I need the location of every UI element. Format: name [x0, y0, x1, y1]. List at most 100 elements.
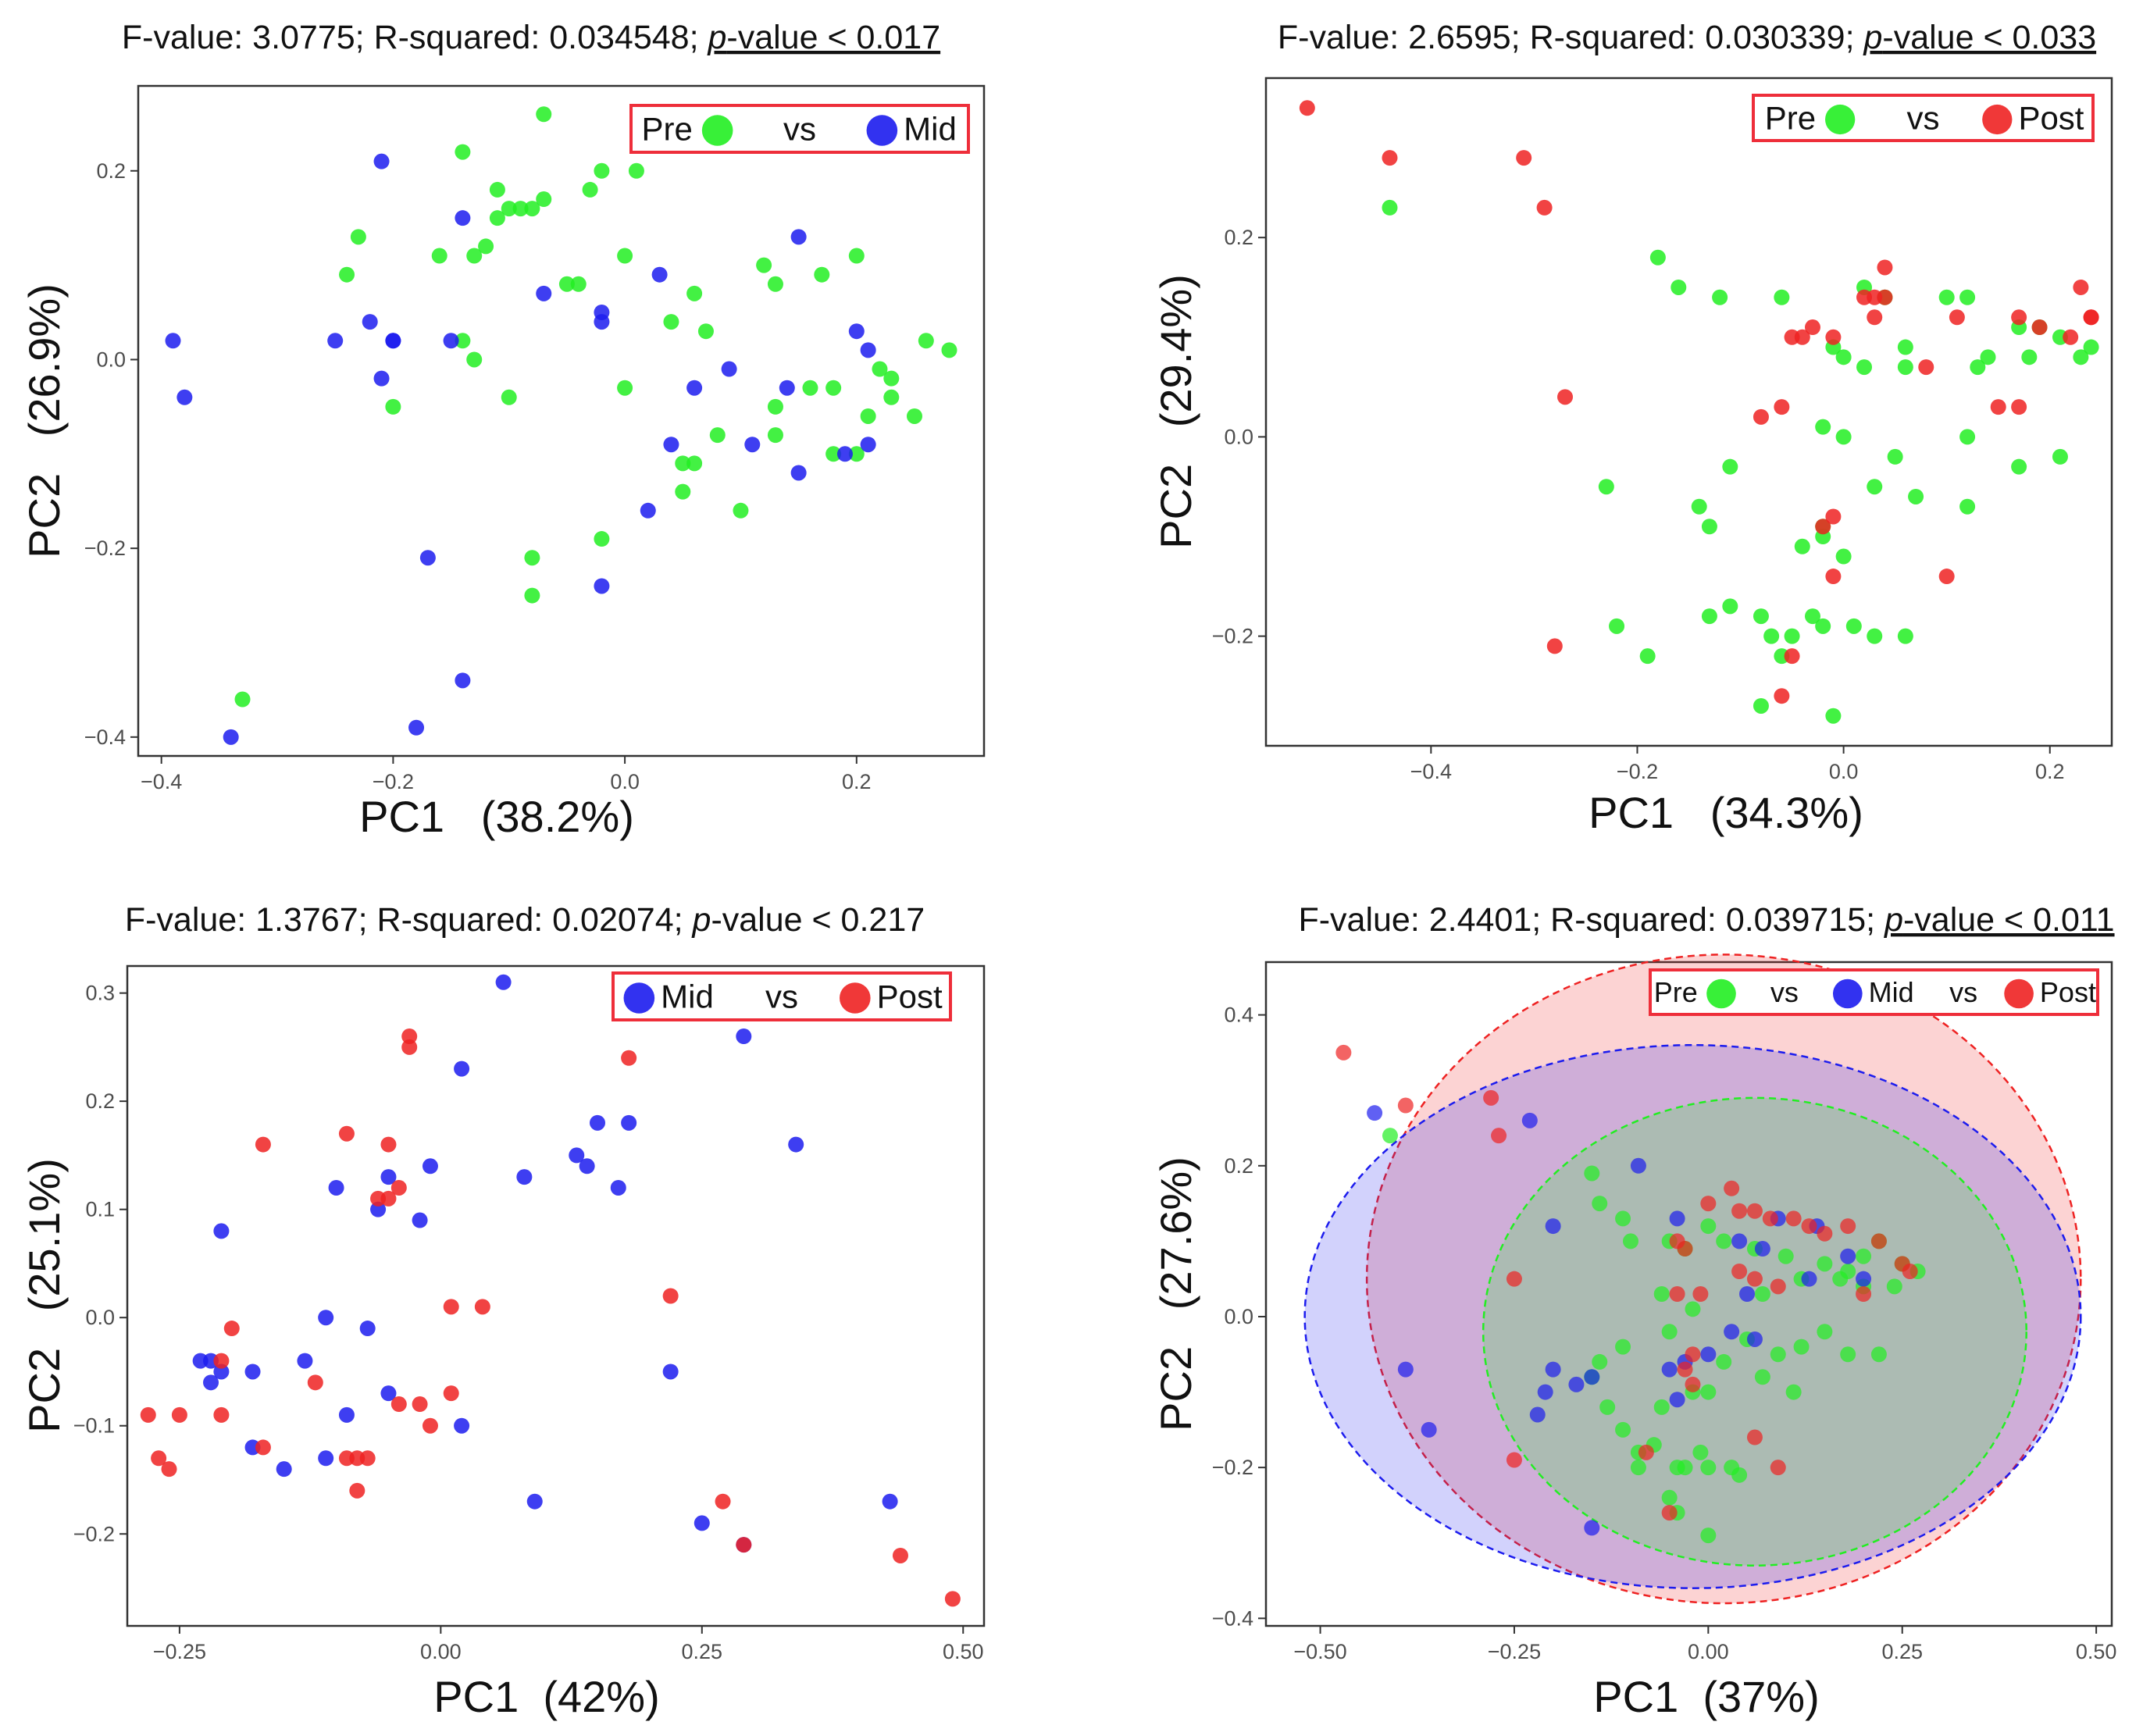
point-pre: [1835, 349, 1852, 365]
point-post: [2031, 319, 2048, 336]
points-layer: [1299, 100, 2099, 724]
title-p-rest: -value < 0.217: [711, 901, 925, 939]
x-tick-label: −0.25: [1488, 1640, 1541, 1663]
point-pre: [570, 276, 587, 292]
x-tick-label: −0.4: [141, 770, 182, 793]
point-pre: [1867, 628, 1883, 644]
point-post: [1815, 519, 1831, 535]
point-pre: [339, 266, 355, 283]
x-tick-label: 0.0: [610, 770, 640, 793]
point-pre: [1959, 289, 1976, 305]
point-post: [1397, 1097, 1414, 1114]
point-mid: [663, 437, 679, 453]
y-axis-label: PC2 (25.1%): [20, 1158, 69, 1433]
point-mid: [419, 550, 436, 566]
point-pre: [617, 248, 633, 264]
point-mid: [779, 380, 795, 396]
point-pre: [558, 276, 575, 292]
point-pre: [1870, 1346, 1887, 1363]
point-pre: [1817, 1256, 1833, 1272]
point-post: [1801, 1218, 1817, 1235]
point-post: [1918, 359, 1934, 376]
point-pre: [489, 181, 505, 198]
plot-frame: [1264, 961, 2113, 1627]
point-mid: [721, 361, 737, 377]
point-post: [1840, 1218, 1856, 1235]
point-post: [1638, 1444, 1654, 1460]
x-tick-label: 0.25: [1881, 1640, 1923, 1663]
point-pre: [918, 333, 934, 349]
legend-marker-mid: [623, 982, 655, 1014]
point-post: [380, 1136, 397, 1153]
point-post: [1731, 1264, 1748, 1280]
point-mid: [359, 1321, 376, 1337]
point-mid: [1584, 1369, 1600, 1385]
point-pre: [883, 389, 900, 405]
point-post: [307, 1374, 323, 1391]
point-pre: [350, 229, 366, 245]
point-pre: [1774, 289, 1790, 305]
point-pre: [1712, 289, 1728, 305]
point-mid: [1731, 1233, 1748, 1249]
point-pre: [825, 380, 842, 396]
point-mid: [686, 380, 703, 396]
point-mid: [1545, 1361, 1561, 1378]
legend-marker-pre: [1825, 104, 1856, 135]
point-post: [1669, 1286, 1685, 1302]
point-pre: [1970, 359, 1986, 376]
point-post: [401, 1039, 418, 1055]
point-pre: [2021, 349, 2038, 365]
point-mid: [177, 389, 193, 405]
point-mid: [640, 502, 656, 519]
point-pre: [512, 201, 529, 217]
point-pre: [1753, 608, 1769, 625]
y-axis-label: PC2 (27.6%): [1151, 1157, 1200, 1431]
point-pre: [536, 191, 552, 208]
points-layer: [165, 106, 957, 745]
point-pre: [1598, 479, 1614, 495]
points-layer: [1335, 1044, 1926, 1544]
point-mid: [651, 266, 668, 283]
point-pre: [1959, 429, 1976, 445]
point-pre: [802, 380, 818, 396]
point-pre: [814, 266, 830, 283]
point-post: [1724, 1180, 1740, 1196]
point-pre: [524, 201, 540, 217]
point-pre: [1671, 279, 1687, 295]
y-tick-label: −0.2: [1212, 1456, 1253, 1479]
point-post: [1877, 289, 1893, 305]
point-mid: [380, 1169, 397, 1185]
point-post: [401, 1028, 418, 1045]
chart-title: F-value: 3.0775; R-squared: 0.034548; p-…: [122, 19, 940, 56]
point-mid: [1856, 1271, 1872, 1287]
point-pre: [1630, 1460, 1646, 1476]
point-mid: [1724, 1324, 1740, 1340]
y-axis-label: PC2 (26.9%): [20, 283, 69, 558]
point-mid: [327, 333, 344, 349]
point-pre: [582, 181, 598, 198]
y-tick-label: 0.0: [1224, 425, 1253, 448]
point-mid: [882, 1493, 898, 1510]
legend-label-mid: Mid: [904, 111, 957, 148]
point-mid: [362, 314, 378, 330]
point-post: [1770, 1278, 1786, 1295]
point-pre: [1716, 1353, 1732, 1370]
point-post: [1506, 1452, 1522, 1468]
point-pre: [1897, 339, 1913, 355]
point-pre: [1845, 618, 1862, 634]
point-post: [1784, 648, 1800, 665]
point-mid: [455, 672, 471, 689]
point-pre: [1691, 498, 1707, 515]
title-prefix: F-value: 2.4401; R-squared: 0.039715;: [1298, 901, 1884, 939]
point-pre: [1763, 628, 1780, 644]
point-pre: [663, 314, 679, 330]
x-axis-label: PC1 (34.3%): [1589, 788, 1863, 837]
legend-separator: vs: [1949, 976, 1977, 1008]
point-mid: [848, 323, 865, 340]
x-tick-label: 0.2: [842, 770, 872, 793]
point-post: [255, 1439, 271, 1456]
point-pre: [1599, 1399, 1616, 1415]
point-post: [715, 1493, 731, 1510]
point-post: [443, 1385, 459, 1402]
